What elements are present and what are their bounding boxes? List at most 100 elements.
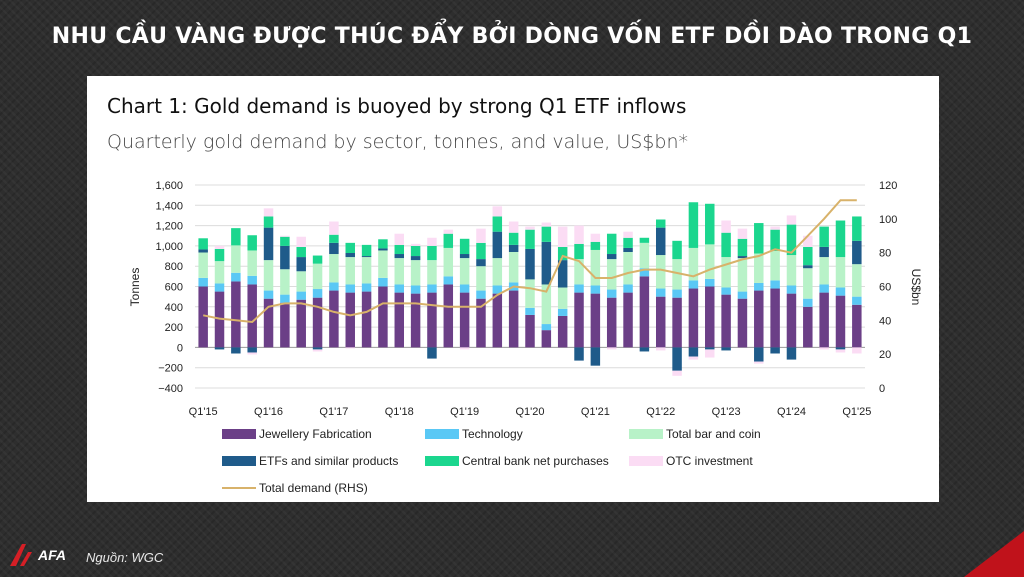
bar-segment [280,236,290,246]
bar-segment [803,306,813,348]
bar-segment [835,295,846,348]
bar-segment [590,347,601,366]
legend-label: Central bank net purchases [462,454,609,468]
bar-segment [329,234,339,243]
bar-segment [786,215,797,225]
legend-label: Technology [462,427,523,441]
bar-segment [394,244,405,255]
bar-segment [541,241,552,285]
bar-segment [247,235,257,251]
bar-segment [590,285,601,294]
bar-segment [198,249,208,253]
bar-segment [606,289,617,298]
bar-segment [329,221,339,235]
bar-segment [705,244,715,279]
bar-segment [427,292,437,348]
bar-segment [557,226,568,247]
bar-segment [427,347,437,359]
bar-segment [231,347,241,354]
bar-segment [819,292,829,348]
bar-segment [198,286,208,348]
bar-segment [557,246,568,261]
bar-segment [606,254,617,260]
bar-segment [459,347,470,350]
bar-segment [557,287,568,309]
bar-segment [688,356,699,360]
bar-segment [394,254,405,259]
bar-segment [280,245,290,270]
bar-segment [655,219,666,228]
bar-segment [705,286,715,348]
y-tick-label: 1,400 [155,200,183,212]
x-tick-label: Q1'15 [189,406,218,418]
x-tick-label: Q1'17 [319,406,348,418]
bar-segment [394,258,405,285]
bar-segment [721,220,731,233]
bar-segment [786,255,797,286]
bar-segment [214,283,225,292]
bar-segment [345,257,355,285]
bar-segment [721,257,731,288]
bar-segment [705,278,715,287]
bar-segment [770,250,780,281]
bar-segment [737,291,748,299]
bar-segment [508,244,519,252]
bar-segment [606,259,617,290]
legend-label: Total bar and coin [666,427,761,441]
bar-segment [198,277,208,287]
bar-segment [623,251,633,285]
bar-segment [606,233,617,255]
bar-segment [721,287,731,295]
bar-segment [492,285,503,294]
y2-tick-label: 120 [879,180,897,192]
bar-segment [623,247,633,252]
chart-subtitle: Quarterly gold demand by sector, tonnes,… [107,131,689,153]
corner-accent [964,531,1024,577]
legend-swatch [425,429,459,439]
bar-segment [476,298,486,348]
bar-segment [803,268,813,299]
bar-segment [492,216,503,232]
bar-segment [557,308,568,316]
bar-segment [639,268,650,277]
y2-tick-label: 0 [879,383,885,395]
bar-segment [574,225,584,244]
bar-segment [312,263,323,290]
bar-segment [312,297,323,348]
bar-segment [427,260,437,285]
bar-segment [705,203,715,245]
bar-segment [312,347,323,350]
bar-segment [803,235,813,247]
bar-segment [410,245,421,257]
bar-segment [852,264,862,297]
bar-segment [508,251,519,283]
bar-segment [443,247,454,277]
bar-segment [639,276,650,348]
y2-tick-label: 80 [879,248,891,260]
bar-segment [557,315,568,348]
bar-segment [263,216,274,228]
bar-segment [754,290,764,348]
bar-segment [606,297,617,348]
bar-segment [476,242,486,260]
bar-segment [476,228,486,243]
bar-segment [443,276,454,285]
bar-segment [852,304,862,348]
legend-swatch [629,456,663,466]
bar-segment [410,260,421,286]
legend-label: OTC investment [666,454,753,468]
bar-segment [361,256,372,258]
bar-segment [705,349,715,358]
legend-swatch [222,429,256,439]
bar-segment [312,289,323,298]
bar-segment [541,222,552,227]
bar-segment [427,237,437,246]
bar-segment [329,290,339,348]
bar-segment [525,314,535,348]
bar-segment [557,260,568,288]
bar-segment [508,290,519,348]
legend-label: Total demand (RHS) [259,481,368,495]
bar-segment [835,349,846,353]
bar-segment [655,347,666,351]
bar-segment [721,347,731,351]
